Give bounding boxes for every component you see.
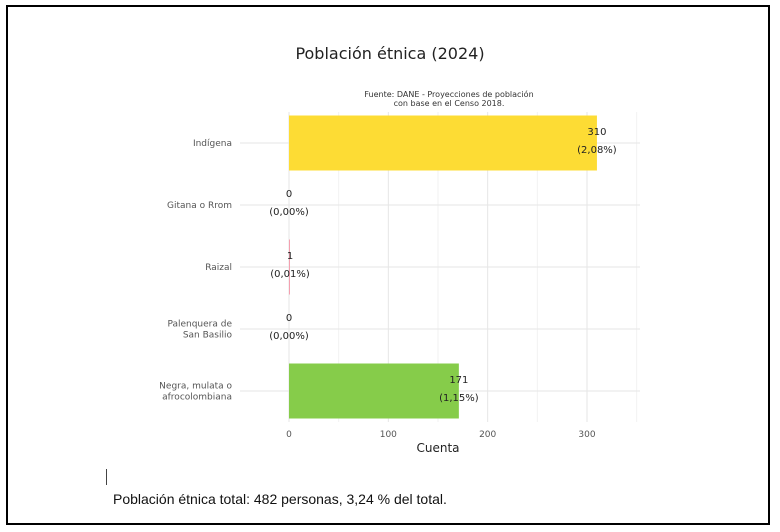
- x-tick-label: 200: [479, 430, 496, 440]
- category-label: Raizal: [205, 263, 232, 273]
- summary-text: Población étnica total: 482 personas, 3,…: [113, 491, 447, 507]
- x-axis-label: Cuenta: [416, 441, 459, 455]
- category-label: San Basilio: [183, 331, 233, 341]
- chart-frame: [6, 5, 770, 525]
- category-label: Palenquera de: [167, 320, 232, 330]
- value-label: 310: [587, 127, 606, 138]
- category-label: Indígena: [193, 139, 232, 149]
- category-label: Gitana o Rrom: [167, 201, 232, 211]
- percent-label: (1,15%): [439, 393, 479, 404]
- value-label: 171: [449, 375, 468, 386]
- chart-title: Población étnica (2024): [295, 44, 485, 63]
- category-label: afrocolombiana: [162, 393, 232, 403]
- percent-label: (0,00%): [269, 331, 309, 342]
- x-tick-label: 100: [380, 430, 397, 440]
- value-label: 1: [287, 251, 293, 262]
- percent-label: (0,01%): [270, 269, 310, 280]
- bar-2: [289, 239, 290, 295]
- subtitle-line-2: con base en el Censo 2018.: [393, 99, 505, 108]
- x-tick-label: 300: [578, 430, 595, 440]
- category-label: Negra, mulata o: [159, 382, 232, 392]
- value-label: 0: [286, 313, 292, 324]
- x-tick-label: 0: [286, 430, 292, 440]
- bar-4: [289, 363, 459, 419]
- value-label: 0: [286, 189, 292, 200]
- percent-label: (0,00%): [269, 207, 309, 218]
- text-cursor: [106, 469, 107, 485]
- chart-subtitle: Fuente: DANE - Proyecciones de población…: [290, 90, 608, 108]
- bar-0: [289, 115, 597, 171]
- percent-label: (2,08%): [577, 145, 617, 156]
- subtitle-line-1: Fuente: DANE - Proyecciones de población: [364, 90, 534, 99]
